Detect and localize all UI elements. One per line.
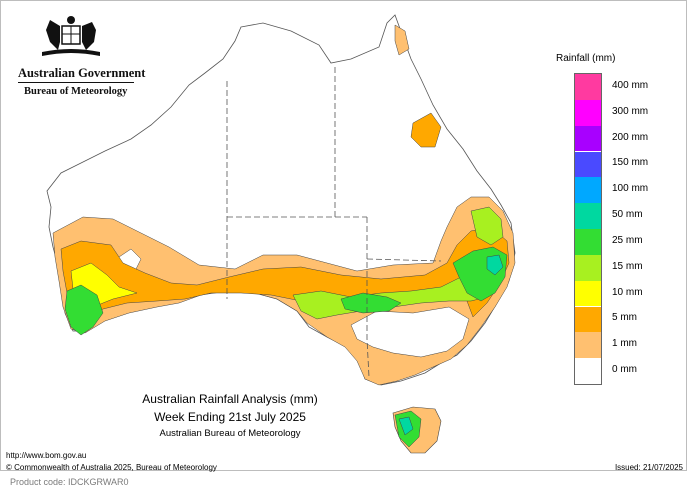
legend-swatch — [575, 229, 601, 255]
issued-date: Issued: 21/07/2025 — [614, 463, 683, 472]
government-subtitle: Bureau of Meteorology — [24, 86, 128, 97]
rainfall-map — [46, 14, 516, 454]
rain-zone-1mm-qld — [410, 112, 442, 148]
legend-label: 100 mm — [612, 183, 649, 195]
legend-label: 300 mm — [612, 105, 649, 117]
legend-label: 1 mm — [612, 338, 637, 350]
legend-label: 25 mm — [612, 234, 643, 246]
divider — [18, 82, 134, 83]
legend — [574, 73, 602, 385]
legend-swatch — [575, 306, 601, 333]
state-borders — [226, 67, 442, 378]
rain-zone-1mm-cape — [394, 24, 410, 56]
legend-label: 400 mm — [612, 79, 649, 91]
legend-label: 5 mm — [612, 312, 637, 324]
dry-area-se — [350, 306, 470, 358]
legend-label: 200 mm — [612, 131, 649, 143]
legend-swatch — [575, 332, 601, 359]
legend-swatch — [575, 151, 601, 178]
product-code: Product code: IDCKGRWAR0 — [10, 477, 129, 487]
map-frame — [0, 0, 687, 471]
legend-title: Rainfall (mm) — [556, 53, 616, 64]
website-link[interactable]: http://www.bom.gov.au — [6, 451, 87, 460]
map-source: Australian Bureau of Meteorology — [159, 428, 301, 439]
rain-zone-50mm-nsw — [486, 254, 504, 276]
map-title: Australian Rainfall Analysis (mm) — [142, 392, 318, 406]
legend-swatch — [575, 125, 601, 152]
legend-swatch — [575, 358, 601, 384]
legend-label: 0 mm — [612, 364, 637, 376]
rain-zone-15mm-east — [470, 206, 504, 246]
tasmania-50mm — [398, 416, 414, 436]
legend-swatch — [575, 280, 601, 307]
legend-swatch — [575, 177, 601, 204]
legend-label: 15 mm — [612, 260, 643, 272]
legend-label: 50 mm — [612, 209, 643, 221]
rain-zone-25mm-sw — [64, 284, 104, 336]
legend-swatch — [575, 99, 601, 126]
legend-swatch — [575, 203, 601, 229]
legend-swatch — [575, 74, 601, 100]
government-title: Australian Government — [18, 66, 146, 80]
copyright-notice: © Commonwealth of Australia 2025, Bureau… — [6, 463, 217, 472]
map-period: Week Ending 21st July 2025 — [154, 410, 306, 424]
legend-label: 10 mm — [612, 286, 643, 298]
legend-label: 150 mm — [612, 157, 649, 169]
legend-swatch — [575, 254, 601, 281]
coat-of-arms-icon — [42, 16, 100, 56]
